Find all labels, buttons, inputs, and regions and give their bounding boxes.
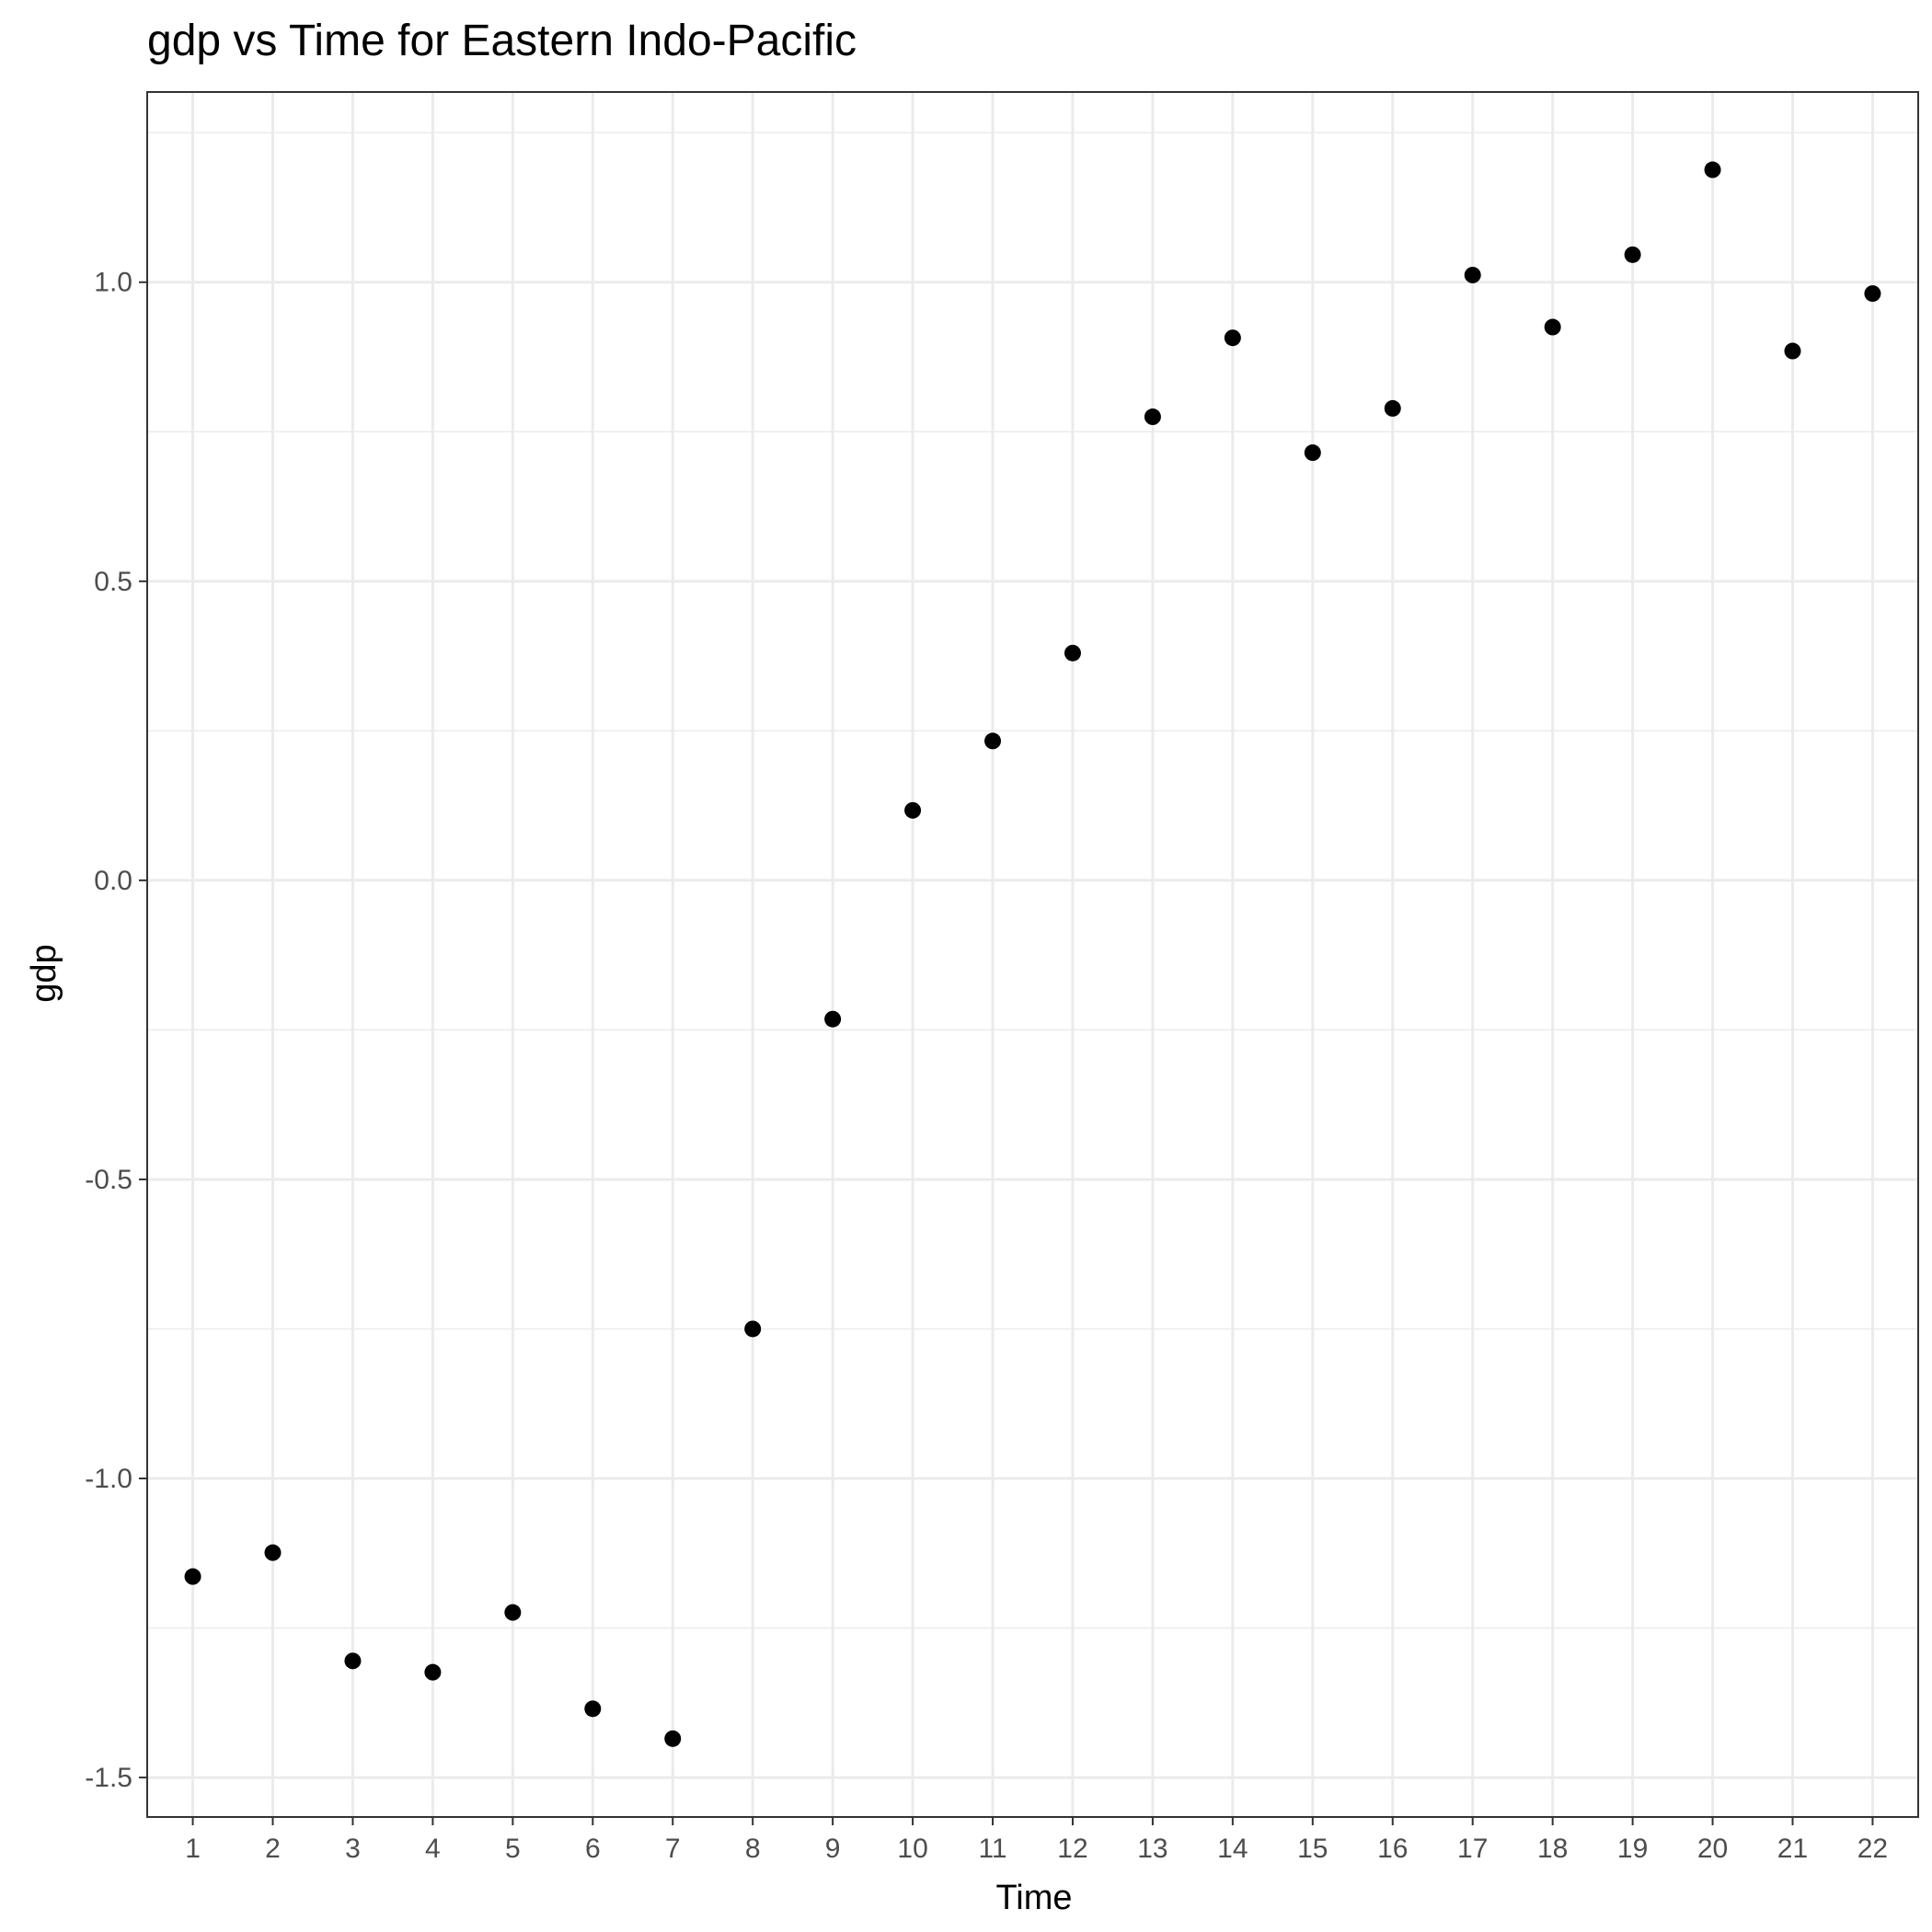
data-points xyxy=(184,161,1881,1747)
data-point xyxy=(904,801,922,819)
x-tick-label: 21 xyxy=(1777,1834,1808,1864)
x-tick-label: 14 xyxy=(1217,1834,1248,1864)
data-point xyxy=(664,1730,682,1747)
x-tick-label: 13 xyxy=(1137,1834,1167,1864)
data-point xyxy=(984,732,1002,750)
x-tick-label: 2 xyxy=(265,1834,281,1864)
x-tick-label: 10 xyxy=(897,1834,927,1864)
x-tick-label: 20 xyxy=(1697,1834,1728,1864)
data-point xyxy=(504,1604,522,1621)
x-tick-label: 7 xyxy=(665,1834,681,1864)
data-point xyxy=(1384,399,1401,417)
x-tick-label: 19 xyxy=(1617,1834,1648,1864)
y-tick-label: 0.5 xyxy=(94,567,132,597)
x-tick-label: 18 xyxy=(1537,1834,1568,1864)
data-point xyxy=(264,1544,282,1561)
data-point xyxy=(1224,329,1241,347)
data-point xyxy=(1064,644,1081,661)
data-point xyxy=(184,1568,201,1585)
x-tick-label: 1 xyxy=(185,1834,201,1864)
x-tick-label: 11 xyxy=(978,1834,1006,1864)
data-point xyxy=(1464,266,1481,283)
data-point xyxy=(824,1010,842,1028)
x-tick-label: 4 xyxy=(425,1834,441,1864)
data-point xyxy=(584,1700,602,1718)
data-point xyxy=(1144,408,1161,426)
data-point xyxy=(1704,161,1721,178)
chart-title: gdp vs Time for Eastern Indo-Pacific xyxy=(147,17,857,65)
data-point xyxy=(1864,285,1881,303)
x-tick-label: 12 xyxy=(1057,1834,1087,1864)
panel-border xyxy=(146,91,1919,1818)
data-point xyxy=(1624,246,1641,263)
x-tick-label: 9 xyxy=(825,1834,841,1864)
y-axis-title: gdp xyxy=(25,944,63,1002)
x-tick-label: 5 xyxy=(505,1834,521,1864)
data-point xyxy=(1544,318,1561,336)
y-tick-label: -1.5 xyxy=(85,1763,132,1793)
x-tick-label: 17 xyxy=(1457,1834,1488,1864)
data-point xyxy=(1784,342,1801,360)
data-point xyxy=(744,1320,762,1338)
data-point xyxy=(1304,444,1321,462)
data-point xyxy=(424,1663,442,1681)
x-tick-label: 15 xyxy=(1297,1834,1328,1864)
y-tick-label: 1.0 xyxy=(94,268,132,298)
data-point xyxy=(344,1652,362,1670)
x-axis-title: Time xyxy=(995,1879,1072,1917)
y-tick-label: 0.0 xyxy=(94,866,132,896)
grid-lines xyxy=(147,92,1918,1817)
x-tick-label: 22 xyxy=(1857,1834,1888,1864)
x-tick-label: 3 xyxy=(345,1834,361,1864)
x-tick-label: 6 xyxy=(585,1834,601,1864)
y-tick-label: -1.0 xyxy=(85,1464,132,1494)
y-tick-label: -0.5 xyxy=(85,1165,132,1195)
axes: -1.5-1.0-0.50.00.51.01 2 3 4 5 6 7 8 9 10 11 12 13 14… xyxy=(85,268,1888,1864)
x-tick-label: 16 xyxy=(1377,1834,1408,1864)
x-tick-label: 8 xyxy=(745,1834,761,1864)
